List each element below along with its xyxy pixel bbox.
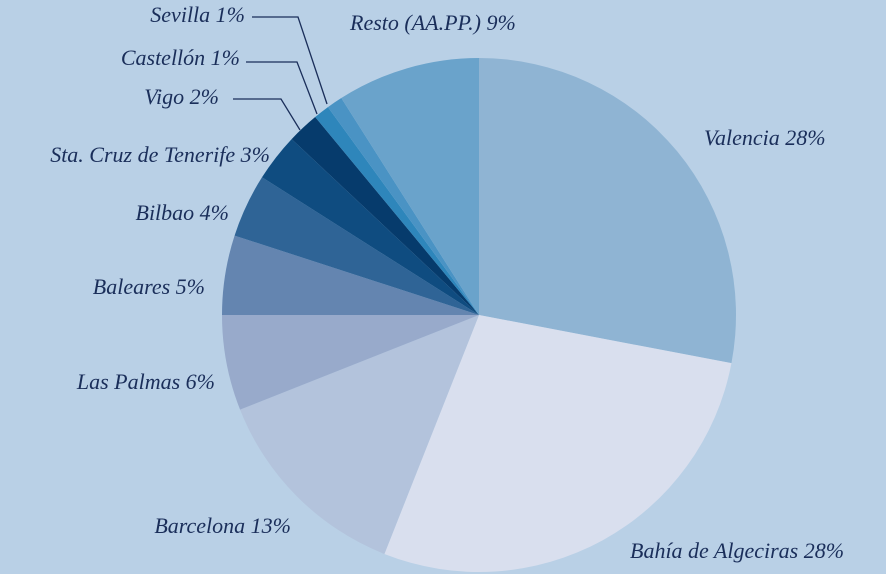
- slice-label: Baleares 5%: [93, 274, 205, 299]
- slice-label: Castellón 1%: [121, 45, 240, 70]
- pie-slice: [222, 235, 479, 315]
- category-name: Sevilla: [150, 2, 210, 27]
- pie-slice: [327, 98, 479, 315]
- slice-label: Sevilla 1%: [150, 2, 245, 27]
- category-name: Barcelona: [154, 513, 245, 538]
- leader-line: [233, 98, 301, 131]
- category-name: Baleares: [93, 274, 170, 299]
- slice-label: Resto (AA.PP.) 9%: [349, 10, 516, 35]
- value-label: 5%: [176, 274, 205, 299]
- value-label: 9%: [486, 10, 515, 35]
- pie-slice: [240, 315, 479, 554]
- pie-slice: [384, 315, 732, 572]
- category-name: Resto (AA.PP.): [349, 10, 481, 35]
- pie-slice: [291, 116, 479, 316]
- value-label: 28%: [804, 538, 844, 563]
- slice-label: Bilbao 4%: [136, 200, 230, 225]
- value-label: 13%: [251, 513, 291, 538]
- category-name: Bahía de Algeciras: [630, 538, 798, 563]
- category-name: Sta. Cruz de Tenerife: [50, 142, 235, 167]
- value-label: 1%: [211, 45, 240, 70]
- slice-label: Las Palmas 6%: [76, 369, 215, 394]
- value-label: 28%: [785, 125, 825, 150]
- value-label: 4%: [200, 200, 229, 225]
- category-name: Vigo: [144, 84, 184, 109]
- slice-label: Sta. Cruz de Tenerife 3%: [50, 142, 270, 167]
- leader-line: [252, 16, 328, 105]
- pie-slice: [234, 177, 479, 315]
- category-name: Valencia: [704, 125, 780, 150]
- pie-slice: [479, 58, 736, 364]
- pie-slice: [315, 107, 479, 315]
- slice-label: Valencia 28%: [704, 125, 826, 150]
- value-label: 6%: [186, 369, 215, 394]
- pie-slice: [262, 139, 479, 315]
- leader-line: [246, 61, 318, 115]
- value-label: 1%: [216, 2, 245, 27]
- category-name: Bilbao: [136, 200, 195, 225]
- slice-label: Barcelona 13%: [154, 513, 291, 538]
- category-name: Castellón: [121, 45, 205, 70]
- value-label: 2%: [190, 84, 219, 109]
- pie-slice: [341, 58, 479, 315]
- pie-slice: [222, 315, 479, 410]
- value-label: 3%: [240, 142, 270, 167]
- slice-label: Bahía de Algeciras 28%: [630, 538, 844, 563]
- slice-label: Vigo 2%: [144, 84, 219, 109]
- category-name: Las Palmas: [76, 369, 180, 394]
